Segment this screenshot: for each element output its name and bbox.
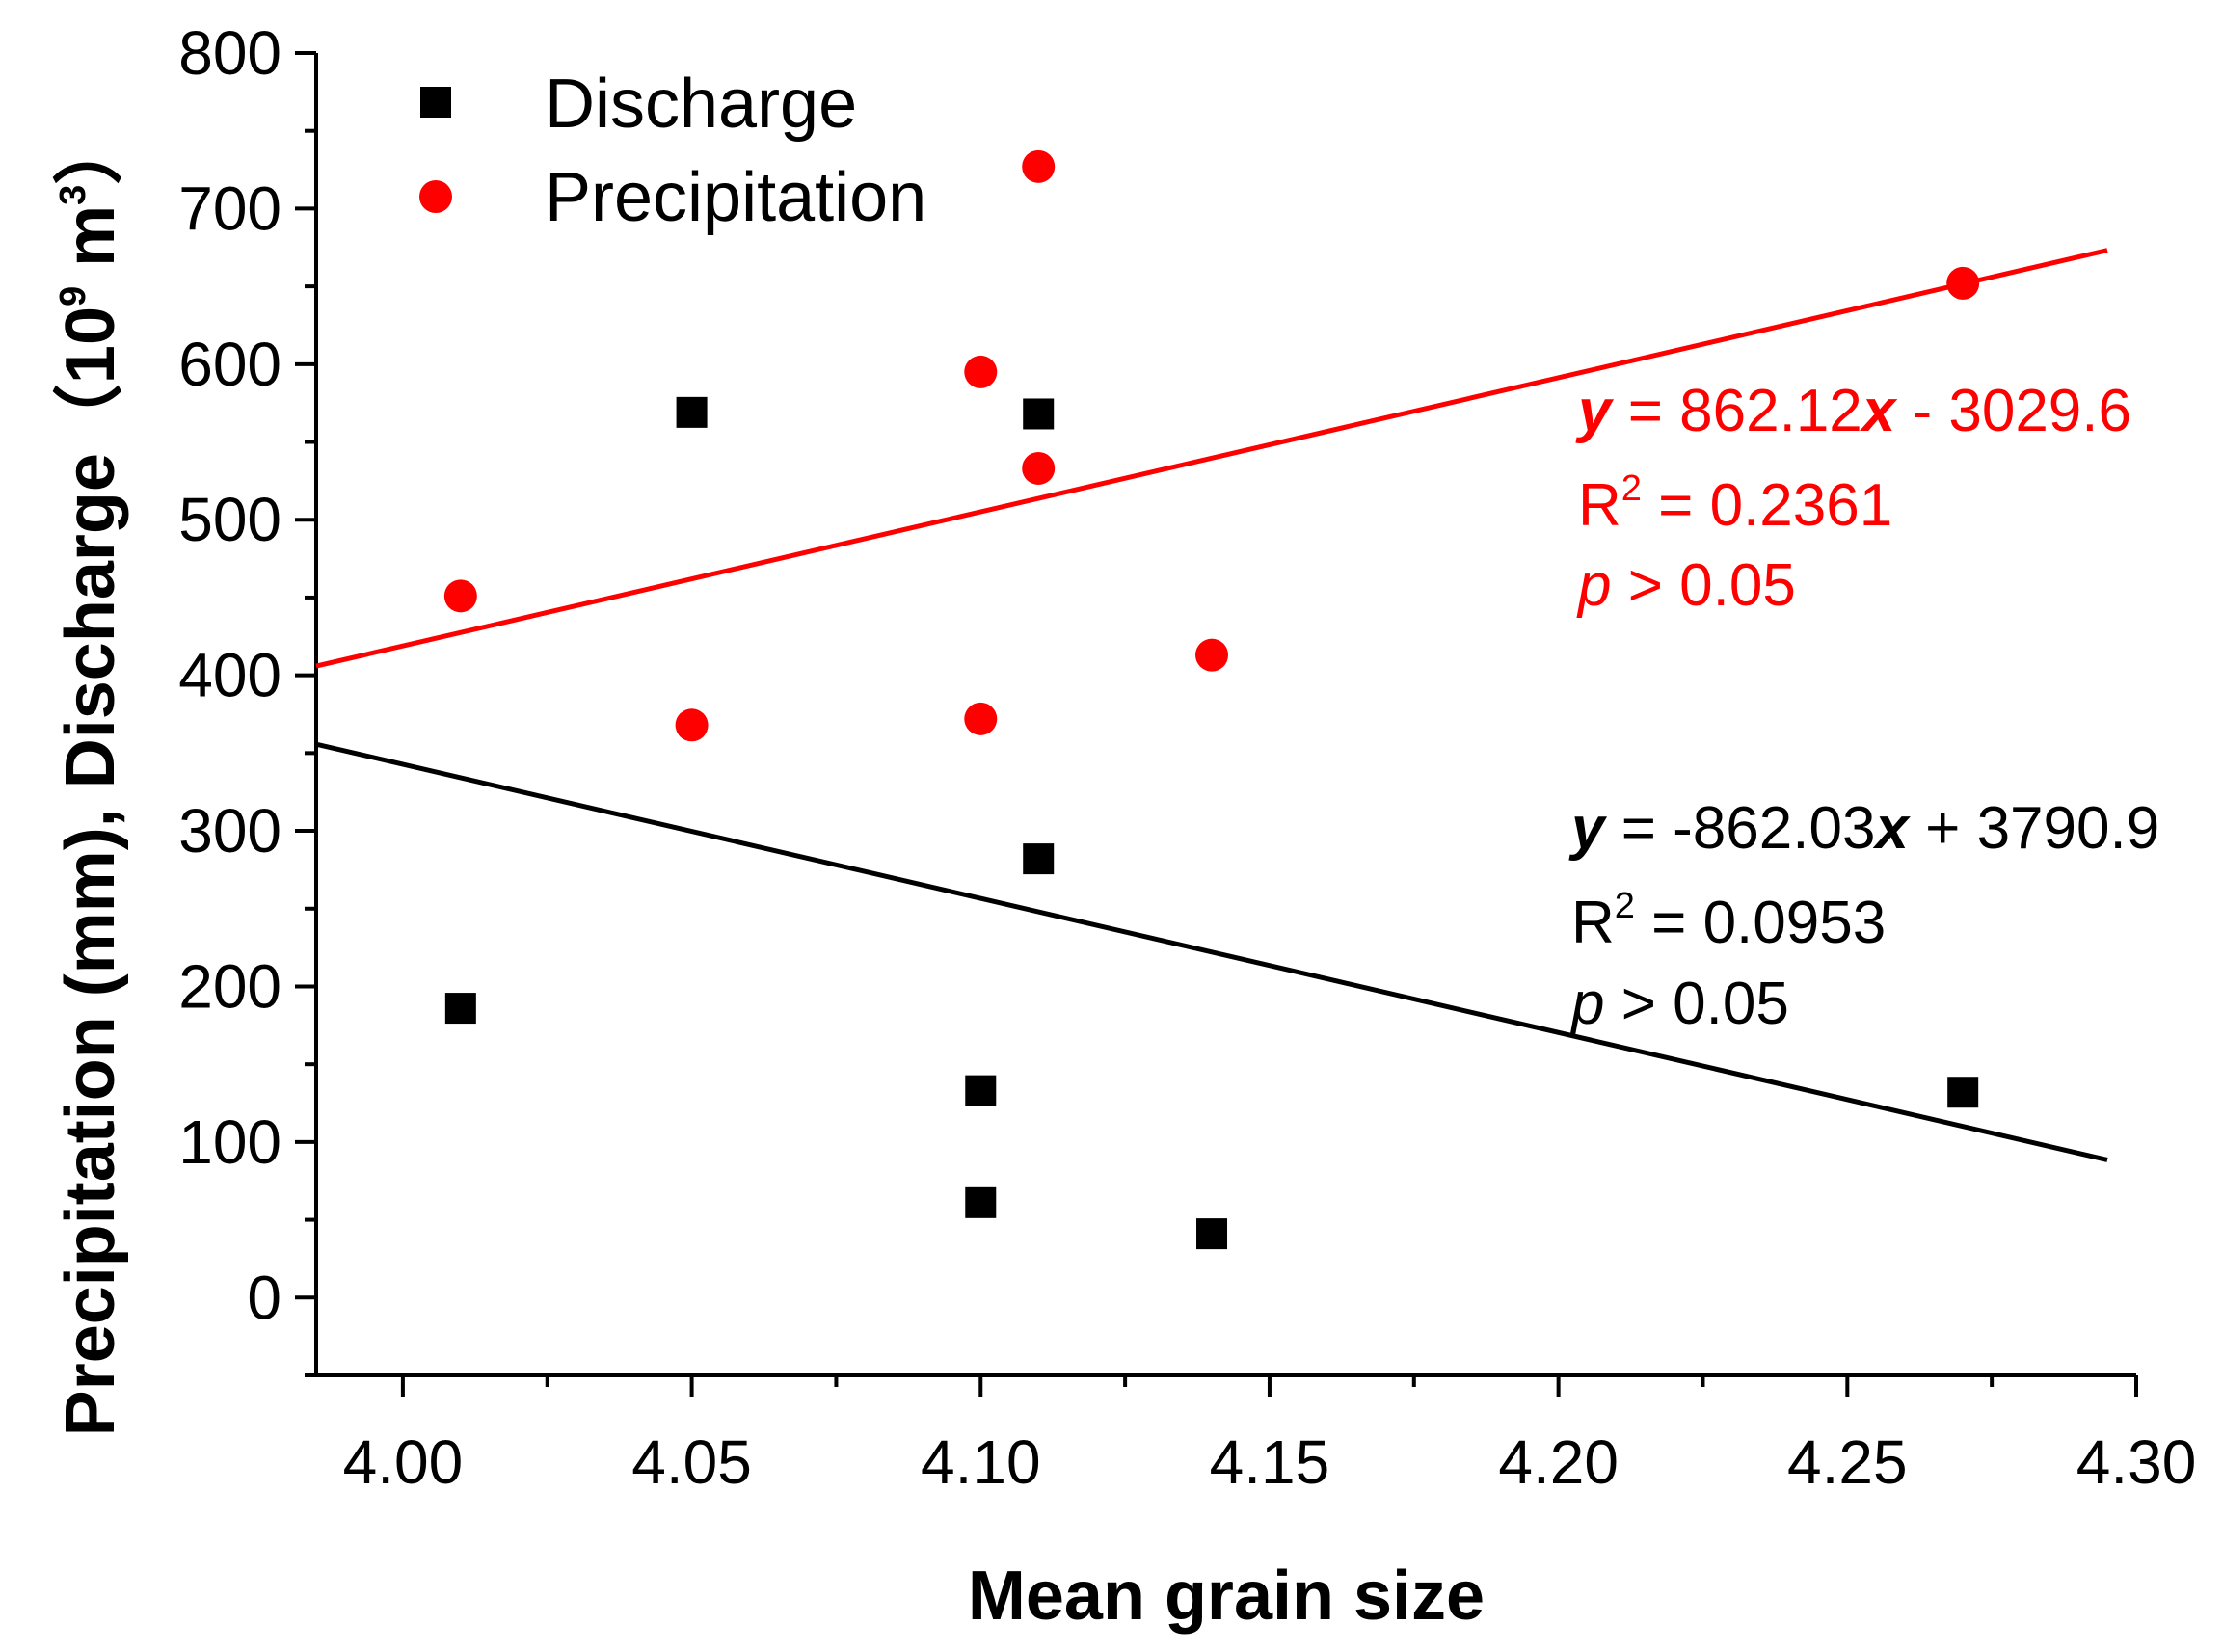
precipitation-point xyxy=(1022,149,1056,183)
precipitation-point xyxy=(964,702,998,735)
fit-lines xyxy=(315,248,2108,1162)
x-axis-title: Mean grain size xyxy=(968,1558,1485,1635)
legend: Discharge Precipitation xyxy=(419,66,926,236)
precipitation-eq-r2: R2 = 0.2361 xyxy=(1578,468,1892,539)
y-tick-label: 600 xyxy=(178,330,281,399)
precipitation-point xyxy=(1195,638,1229,672)
legend-precipitation-label: Precipitation xyxy=(545,159,926,236)
x-tick-label: 4.15 xyxy=(1210,1427,1330,1497)
x-tick-label: 4.25 xyxy=(1787,1427,1908,1497)
discharge-point xyxy=(1023,398,1055,430)
precipitation-equation: y = 862.12x - 3029.6 R2 = 0.2361 p > 0.0… xyxy=(1575,378,2131,619)
discharge-point xyxy=(676,396,708,428)
discharge-eq-line1: y = -862.03x + 3790.9 xyxy=(1568,795,2159,862)
x-tick-label: 4.05 xyxy=(631,1427,752,1497)
data-markers xyxy=(443,149,1980,1250)
x-tick-label: 4.00 xyxy=(343,1427,464,1497)
x-tick-label: 4.30 xyxy=(2076,1427,2197,1497)
x-tick-label: 4.20 xyxy=(1498,1427,1619,1497)
discharge-point xyxy=(965,1186,997,1218)
legend-discharge-label: Discharge xyxy=(545,66,857,143)
discharge-eq-p: p > 0.05 xyxy=(1569,971,1789,1037)
discharge-point xyxy=(1023,843,1055,875)
precipitation-point xyxy=(1946,266,1980,300)
precipitation-eq-line1: y = 862.12x - 3029.6 xyxy=(1575,378,2131,444)
precipitation-point xyxy=(443,579,477,613)
precipitation-point xyxy=(675,708,709,742)
x-tick-label: 4.10 xyxy=(921,1427,1041,1497)
y-tick-label: 300 xyxy=(178,796,281,866)
y-tick-label: 700 xyxy=(178,173,281,243)
y-tick-label: 800 xyxy=(178,18,281,88)
legend-precipitation-marker xyxy=(419,180,452,213)
x-ticks: 4.00 4.05 4.10 4.15 4.20 4.25 4.30 xyxy=(343,1375,2197,1497)
discharge-point xyxy=(1947,1077,1979,1108)
precipitation-point xyxy=(1022,451,1056,485)
discharge-fit-line xyxy=(315,741,2108,1162)
precipitation-eq-p: p > 0.05 xyxy=(1576,552,1796,619)
precipitation-fit-line xyxy=(315,248,2108,669)
discharge-eq-r2: R2 = 0.0953 xyxy=(1571,886,1886,956)
legend-discharge-marker xyxy=(420,87,451,118)
discharge-point xyxy=(965,1075,997,1106)
discharge-point xyxy=(1196,1218,1228,1250)
y-tick-label: 200 xyxy=(178,951,281,1021)
y-tick-label: 0 xyxy=(247,1263,281,1332)
discharge-point xyxy=(444,993,476,1025)
y-tick-label: 500 xyxy=(178,485,281,554)
y-tick-label: 400 xyxy=(178,641,281,710)
y-ticks: 0 100 200 300 400 500 600 700 800 xyxy=(178,18,316,1377)
discharge-equation: y = -862.03x + 3790.9 R2 = 0.0953 p > 0.… xyxy=(1568,795,2159,1037)
y-tick-label: 100 xyxy=(178,1107,281,1177)
y-axis-title: Precipitation (mm), Discharge（109 m3） xyxy=(52,116,129,1437)
precipitation-point xyxy=(964,355,998,388)
